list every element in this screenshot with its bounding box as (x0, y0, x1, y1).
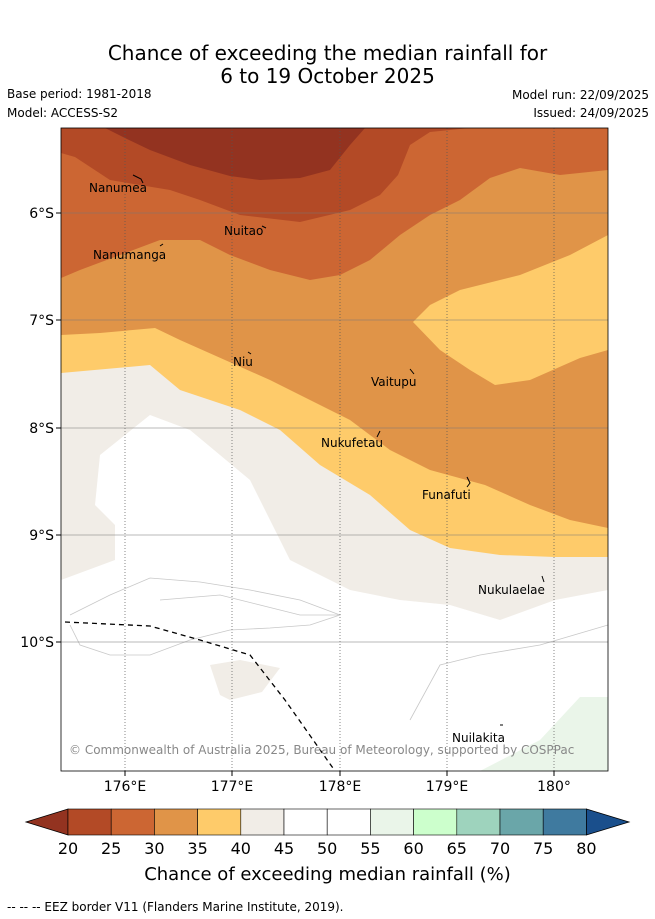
place-nuilakita: Nuilakita (452, 731, 505, 745)
lon-label: 178°E (319, 779, 362, 795)
colorbar-tick-label: 30 (144, 839, 165, 858)
colorbar-swatch (542, 808, 587, 836)
lon-label: 179°E (426, 779, 469, 795)
colorbar-arrow-low (24, 808, 69, 836)
colorbar-swatch (67, 808, 112, 836)
colorbar-swatch (283, 808, 328, 836)
colorbar-tick-label: 50 (317, 839, 338, 858)
eez-legend: -- -- -- EEZ border V11 (Flanders Marine… (7, 900, 344, 914)
colorbar-tick-label: 40 (230, 839, 251, 858)
place-funafuti: Funafuti (422, 488, 471, 502)
colorbar-swatch (456, 808, 501, 836)
colorbar-tick-label: 60 (403, 839, 424, 858)
colorbar-tick-label: 45 (273, 839, 295, 858)
place-nanumea: Nanumea (89, 181, 147, 195)
colorbar-tick-label: 65 (446, 839, 467, 858)
colorbar-swatch (499, 808, 544, 836)
colorbar-tick-label: 70 (489, 839, 511, 858)
colorbar-arrow-high (586, 808, 631, 836)
colorbar-swatch (240, 808, 285, 836)
map-title-line2: 6 to 19 October 2025 (220, 64, 435, 88)
lat-label: 8°S (29, 421, 54, 437)
colorbar-tick-label: 25 (101, 839, 122, 858)
colorbar-tick-label: 20 (57, 839, 79, 858)
colorbar (24, 808, 631, 836)
colorbar-swatch (370, 808, 414, 836)
eez-border (64, 621, 336, 771)
colorbar-swatch (326, 808, 371, 836)
colorbar-title: Chance of exceeding median rainfall (%) (144, 864, 511, 885)
lat-label: 7°S (29, 313, 54, 329)
lat-label: 9°S (29, 528, 54, 544)
base-period: Base period: 1981-2018 (7, 87, 152, 101)
lon-label: 180° (537, 779, 571, 795)
region-55-60 (480, 697, 608, 771)
colorbar-swatch (110, 808, 155, 836)
region-35-40-patch (413, 235, 608, 385)
lat-label: 6°S (29, 206, 54, 222)
lon-label: 177°E (211, 779, 254, 795)
region-below-20 (105, 128, 365, 180)
place-nanumanga: Nanumanga (93, 248, 166, 262)
colorbar-swatch (197, 808, 242, 836)
lon-label: 176°E (104, 779, 147, 795)
colorbar-tick-label: 75 (533, 839, 554, 858)
model-name: Model: ACCESS-S2 (7, 106, 119, 120)
place-nukufetau: Nukufetau (321, 436, 383, 450)
colorbar-tick-label: 55 (360, 839, 381, 858)
place-niu: Niu (233, 355, 253, 369)
place-nukulaelae: Nukulaelae (478, 583, 545, 597)
lat-label: 10°S (20, 635, 54, 651)
place-nuitao: Nuitao (224, 224, 263, 238)
place-vaitupu: Vaitupu (371, 375, 417, 389)
colorbar-tick-label: 80 (576, 839, 597, 858)
colorbar-swatch (154, 808, 198, 836)
colorbar-swatch (413, 808, 458, 836)
copyright-notice: © Commonwealth of Australia 2025, Bureau… (69, 743, 574, 757)
colorbar-tick-label: 35 (187, 839, 208, 858)
model-run: Model run: 22/09/2025 (511, 88, 649, 102)
map-title-line1: Chance of exceeding the median rainfall … (107, 41, 548, 65)
issued-date: Issued: 24/09/2025 (533, 106, 649, 120)
